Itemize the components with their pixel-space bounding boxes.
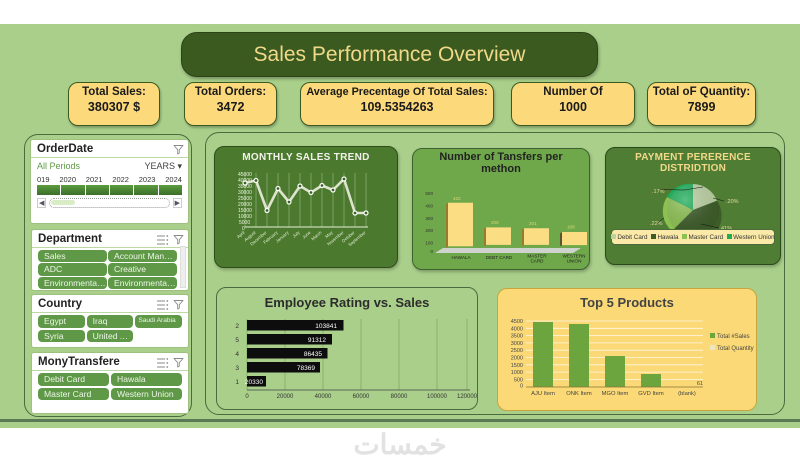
svg-text:20330: 20330 <box>245 379 263 386</box>
svg-text:0: 0 <box>245 394 249 400</box>
svg-text:AJU Item: AJU Item <box>531 391 555 397</box>
svg-text:100000: 100000 <box>427 394 448 400</box>
svg-text:Total #Sales: Total #Sales <box>717 334 750 340</box>
svg-text:20000: 20000 <box>277 394 294 400</box>
svg-text:July: July <box>292 229 302 238</box>
svg-text:March: March <box>310 230 323 242</box>
svg-text:168: 168 <box>567 225 575 230</box>
svg-text:.17%: .17% <box>652 189 665 195</box>
svg-text:100: 100 <box>425 241 433 246</box>
svg-text:78369: 78369 <box>297 365 315 372</box>
svg-text:HAWALA: HAWALA <box>451 255 471 260</box>
svg-text:DEBT CARD: DEBT CARD <box>486 255 513 260</box>
svg-text:201: 201 <box>529 221 537 226</box>
svg-text:200: 200 <box>425 228 433 233</box>
svg-text:.22%: .22% <box>650 221 663 227</box>
svg-text:60000: 60000 <box>353 394 370 400</box>
svg-text:103841: 103841 <box>315 323 337 330</box>
svg-text:2500: 2500 <box>511 348 523 354</box>
svg-text:5: 5 <box>235 337 239 344</box>
svg-text:2: 2 <box>235 323 239 330</box>
svg-text:4000: 4000 <box>511 326 523 332</box>
svg-text:86435: 86435 <box>304 351 322 358</box>
svg-text:CARD: CARD <box>530 259 544 264</box>
svg-text:422: 422 <box>453 196 461 201</box>
svg-text:208: 208 <box>491 220 499 225</box>
svg-text:January: January <box>275 229 291 243</box>
svg-text:GVD Item: GVD Item <box>638 391 664 397</box>
svg-text:120000: 120000 <box>457 394 477 400</box>
svg-text:80000: 80000 <box>391 394 408 400</box>
svg-text:1000: 1000 <box>511 370 523 376</box>
svg-text:1: 1 <box>235 379 239 386</box>
svg-text:4: 4 <box>235 351 239 358</box>
svg-text:3000: 3000 <box>511 341 523 347</box>
svg-text:(blank): (blank) <box>678 391 696 397</box>
svg-text:400: 400 <box>425 203 433 208</box>
svg-text:4500: 4500 <box>511 319 523 325</box>
svg-text:40000: 40000 <box>315 394 332 400</box>
svg-text:61: 61 <box>697 381 703 387</box>
svg-text:ONK Item: ONK Item <box>566 391 592 397</box>
svg-text:91312: 91312 <box>308 337 326 344</box>
svg-text:300: 300 <box>425 216 433 221</box>
svg-text:Total Quantity: Total Quantity <box>717 346 754 352</box>
svg-text:2000: 2000 <box>511 356 523 362</box>
svg-text:3: 3 <box>235 365 239 372</box>
svg-text:3500: 3500 <box>511 334 523 340</box>
svg-text:MGO Item: MGO Item <box>602 391 629 397</box>
svg-text:UNION: UNION <box>567 259 582 264</box>
svg-text:0: 0 <box>430 249 433 254</box>
svg-text:1500: 1500 <box>511 363 523 369</box>
svg-text:500: 500 <box>514 377 523 383</box>
svg-text:0: 0 <box>520 384 523 390</box>
svg-text:500: 500 <box>425 191 433 196</box>
svg-text:.20%: .20% <box>726 199 739 205</box>
